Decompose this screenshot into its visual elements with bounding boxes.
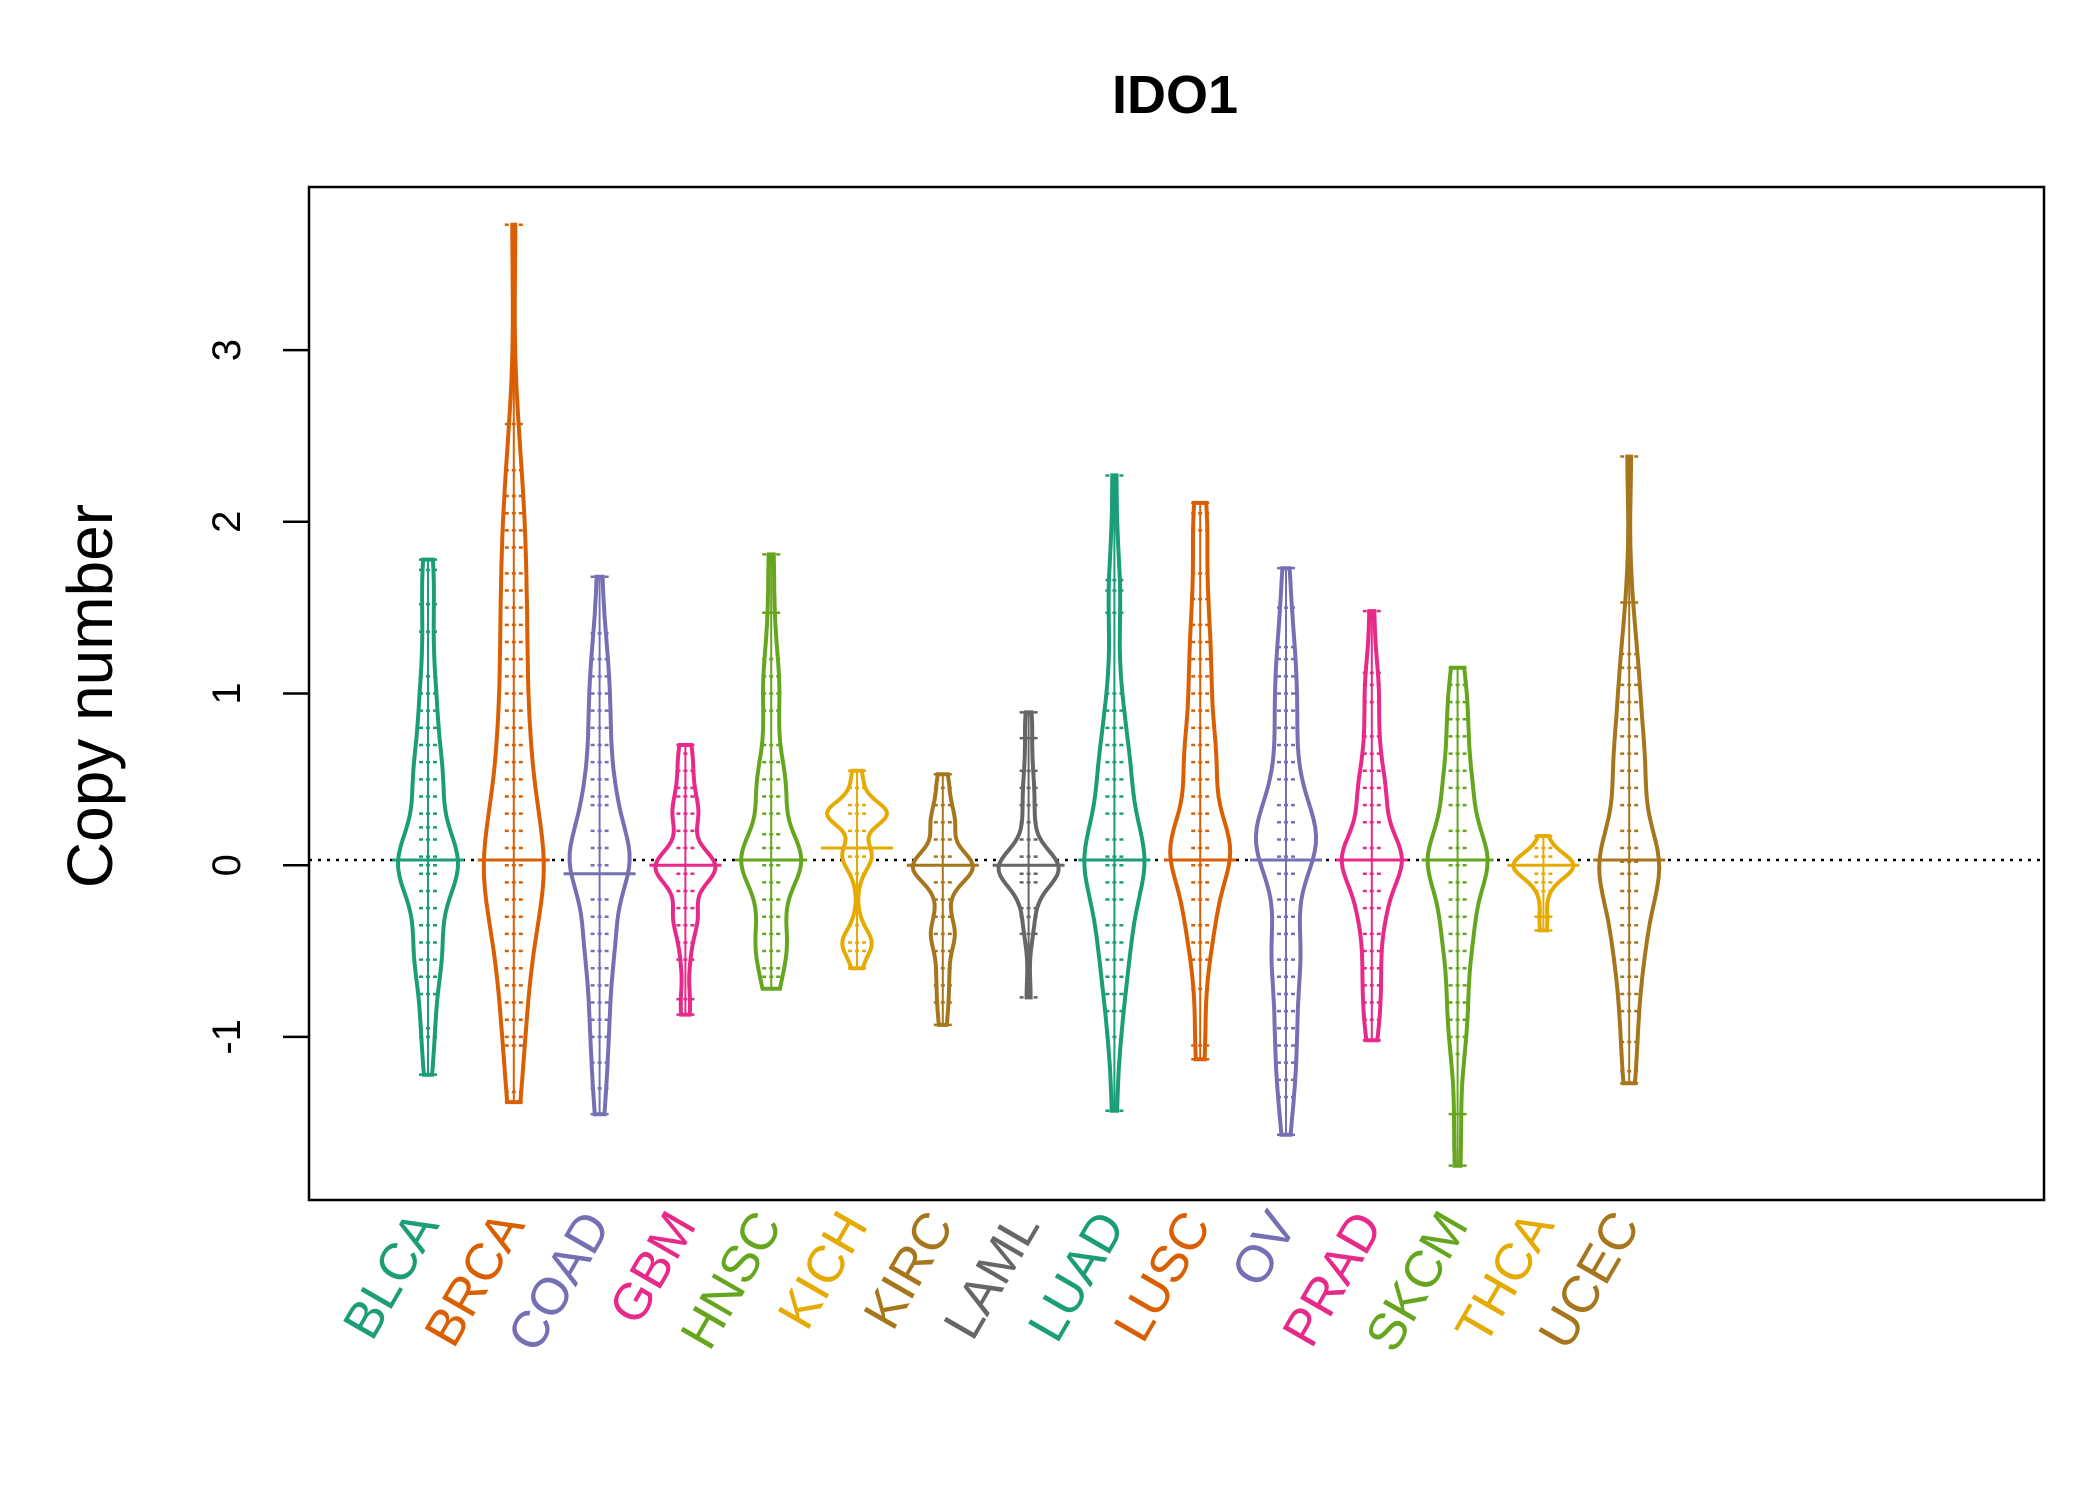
y-axis: -1 0 1 2 3 [205,339,309,1055]
bean-kirc [906,772,979,1027]
plot-frame [307,185,2046,1202]
bean-lusc [1164,500,1237,1062]
bean-luad [1078,473,1151,1113]
bean-brca [477,222,550,1105]
bean-thca [1507,834,1580,933]
bean-blca [392,557,464,1077]
y-tick-label: 3 [205,339,249,361]
bean-laml [992,710,1065,1000]
bean-kich [821,768,893,971]
y-axis-label: Copy number [54,504,126,888]
y-tick-label: 2 [205,511,249,533]
y-tick-label: -1 [205,1019,249,1055]
bean-hnsc [735,552,808,991]
chart-title: IDO1 [1112,65,1238,125]
y-tick-label: 1 [205,682,249,704]
bean-prad [1335,609,1408,1043]
y-tick-label: 0 [205,854,249,876]
bean-ucec [1593,454,1666,1086]
bean-coad [563,574,636,1117]
bean-layer [392,222,1666,1168]
bean-ov [1250,566,1322,1137]
bean-skcm [1421,665,1494,1168]
bean-gbm [649,743,722,1017]
